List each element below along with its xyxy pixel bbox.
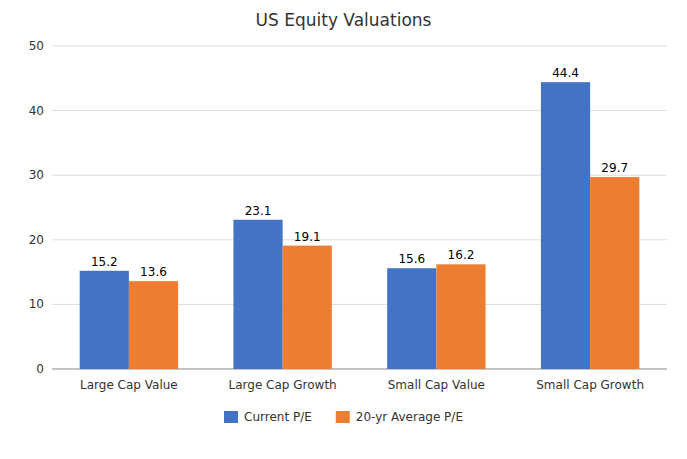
x-tick-label: Small Cap Growth: [536, 378, 644, 392]
chart-container: US Equity Valuations0102030405015.223.11…: [0, 0, 687, 459]
y-tick-label: 10: [29, 297, 44, 311]
grid-line: [52, 46, 667, 47]
bar: [233, 220, 282, 369]
data-label: 44.4: [552, 66, 579, 80]
bar: [387, 268, 436, 369]
legend: Current P/E 20-yr Average P/E: [224, 410, 463, 424]
y-tick-label: 40: [29, 104, 44, 118]
data-labels: 15.2 23.1 15.6 44.4 13.6 19.1 16.2 29.7: [91, 66, 628, 279]
legend-swatch: [224, 411, 238, 423]
x-tick-label: Large Cap Value: [80, 378, 178, 392]
legend-swatch: [336, 411, 350, 423]
bar: [129, 281, 178, 369]
x-tick-label: Large Cap Growth: [229, 378, 337, 392]
data-label: 23.1: [245, 204, 272, 218]
y-tick-label: 30: [29, 168, 44, 182]
y-tick-label: 20: [29, 233, 44, 247]
legend-label: Current P/E: [244, 410, 312, 424]
x-tick-label: Small Cap Value: [388, 378, 485, 392]
bars: [80, 82, 640, 369]
data-label: 15.2: [91, 255, 118, 269]
bar: [80, 271, 129, 369]
grid: [52, 46, 667, 369]
data-label: 29.7: [601, 161, 628, 175]
data-label: 15.6: [398, 252, 425, 266]
bar: [283, 246, 332, 369]
data-label: 13.6: [140, 265, 167, 279]
y-tick-label: 0: [36, 362, 44, 376]
data-label: 19.1: [294, 230, 321, 244]
chart-svg: US Equity Valuations0102030405015.223.11…: [0, 0, 687, 459]
data-label: 16.2: [448, 248, 475, 262]
bar: [541, 82, 590, 369]
chart-title: US Equity Valuations: [256, 10, 432, 30]
y-tick-label: 50: [29, 39, 44, 53]
bar: [590, 177, 639, 369]
bar: [436, 264, 485, 369]
legend-label: 20-yr Average P/E: [356, 410, 463, 424]
